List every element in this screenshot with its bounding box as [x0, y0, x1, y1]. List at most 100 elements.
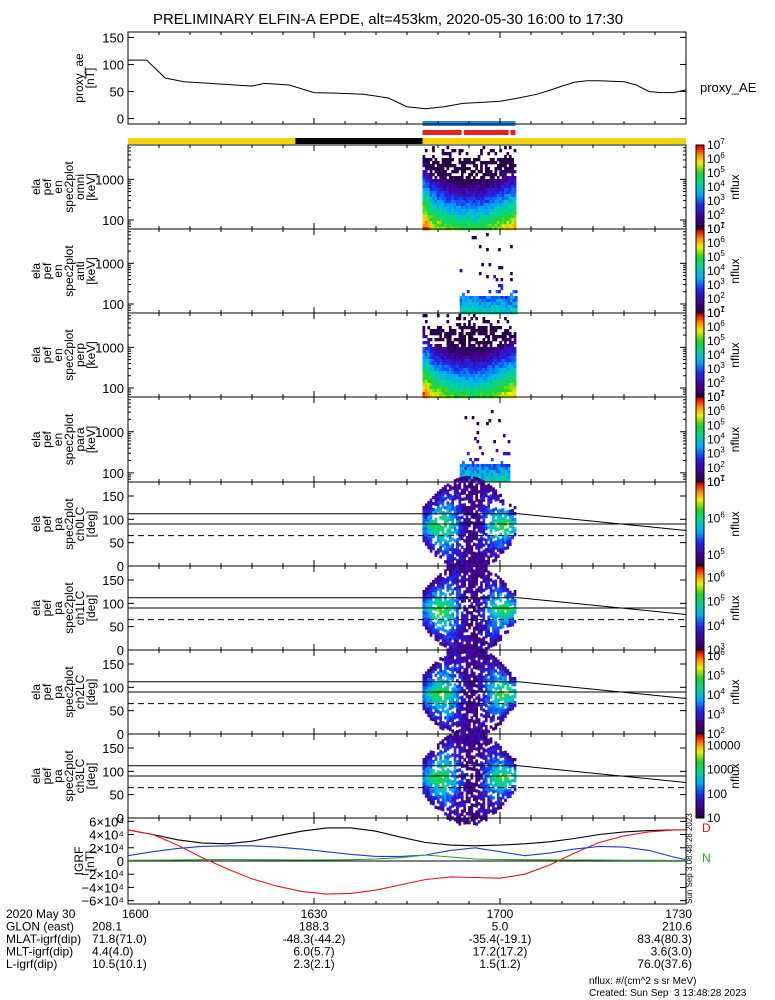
heatmap-cell — [451, 371, 454, 375]
heatmap-cell — [456, 221, 459, 225]
heatmap-cell — [463, 647, 466, 651]
heatmap-cell — [424, 191, 428, 195]
heatmap-cell — [504, 146, 507, 150]
heatmap-cell — [489, 623, 493, 627]
heatmap-cell — [484, 374, 488, 378]
heatmap-cell — [484, 655, 488, 660]
heatmap-cell — [432, 359, 435, 363]
heatmap-cell — [439, 525, 442, 529]
heatmap-cell — [422, 161, 426, 165]
heatmap-cell — [439, 627, 442, 631]
heatmap-cell — [514, 299, 518, 303]
heatmap-cell — [508, 365, 512, 369]
heatmap-cell — [470, 317, 474, 321]
heatmap-cell — [453, 344, 457, 348]
colorbar-tick-label: 107 — [707, 137, 725, 152]
heatmap-cell — [434, 673, 438, 677]
heatmap-cell — [429, 179, 433, 183]
heatmap-cell — [477, 499, 481, 503]
heatmap-cell — [458, 362, 462, 366]
heatmap-cell — [482, 519, 486, 523]
heatmap-cell — [446, 164, 450, 168]
heatmap-cell — [475, 543, 478, 547]
heatmap-cell — [506, 621, 510, 625]
heatmap-cell — [460, 335, 464, 339]
colorbar-cell — [696, 551, 704, 554]
heatmap-cell — [427, 353, 430, 357]
heatmap-cell — [484, 215, 488, 219]
heatmap-cell — [504, 615, 507, 619]
heatmap-cell — [451, 200, 454, 204]
heatmap-cell — [444, 212, 447, 216]
heatmap-cell — [429, 519, 433, 523]
heatmap-cell — [427, 506, 430, 511]
heatmap-cell — [506, 197, 510, 201]
heatmap-cell — [465, 182, 469, 186]
heatmap-cell — [422, 386, 426, 390]
heatmap-cell — [458, 648, 462, 652]
heatmap-cell — [472, 656, 476, 661]
heatmap-cell — [482, 362, 486, 366]
heatmap-cell — [468, 605, 471, 609]
y-axis-label: en — [51, 433, 65, 446]
heatmap-cell — [478, 446, 482, 450]
heatmap-cell — [427, 347, 430, 351]
heatmap-cell — [448, 487, 452, 492]
heatmap-cell — [463, 524, 466, 528]
heatmap-cell — [496, 527, 500, 531]
heatmap-cell — [453, 632, 457, 636]
heatmap-cell — [448, 484, 452, 489]
heatmap-cell — [422, 380, 426, 384]
heatmap-cell — [496, 158, 500, 162]
heatmap-cell — [480, 389, 483, 393]
heatmap-cell — [501, 580, 505, 584]
heatmap-cell — [501, 377, 505, 381]
colorbar-tick-label: 107 — [707, 474, 725, 489]
heatmap-cell — [422, 188, 426, 192]
heatmap-cell — [495, 464, 499, 468]
heatmap-cell — [446, 633, 450, 637]
heatmap-cell — [470, 485, 474, 489]
heatmap-cell — [453, 176, 457, 180]
heatmap-cell — [475, 371, 478, 375]
heatmap-cell — [446, 191, 450, 195]
heatmap-cell — [456, 661, 459, 665]
heatmap-cell — [439, 717, 442, 721]
heatmap-cell — [429, 221, 433, 225]
heatmap-cell — [446, 392, 450, 396]
heatmap-cell — [493, 275, 496, 279]
heatmap-cell — [460, 206, 464, 210]
heatmap-cell — [444, 665, 447, 669]
heatmap-cell — [460, 371, 464, 375]
heatmap-cell — [472, 737, 476, 742]
heatmap-cell — [484, 221, 488, 225]
heatmap-cell — [490, 308, 494, 312]
heatmap-cell — [448, 224, 452, 228]
heatmap-cell — [501, 619, 505, 623]
heatmap-cell — [492, 194, 495, 198]
heatmap-cell — [470, 362, 474, 366]
heatmap-cell — [470, 653, 474, 657]
heatmap-cell — [513, 374, 517, 378]
heatmap-cell — [460, 503, 464, 507]
heatmap-cell — [424, 320, 428, 324]
heatmap-cell — [427, 593, 430, 598]
heatmap-cell — [501, 371, 505, 375]
heatmap-cell — [434, 182, 438, 186]
heatmap-cell — [422, 314, 426, 318]
heatmap-cell — [472, 659, 476, 664]
heatmap-cell — [482, 338, 486, 342]
heatmap-cell — [439, 374, 442, 378]
colorbar-cell — [696, 390, 704, 394]
heatmap-cell — [480, 545, 483, 549]
heatmap-cell — [456, 529, 459, 533]
heatmap-cell — [475, 483, 478, 487]
heatmap-cell — [472, 194, 476, 198]
heatmap-cell — [482, 329, 486, 333]
heatmap-cell — [436, 389, 440, 393]
heatmap-cell — [441, 682, 445, 686]
heatmap-cell — [444, 485, 447, 489]
colorbar-cell — [696, 201, 704, 205]
heatmap-cell — [436, 524, 440, 528]
heatmap-cell — [470, 623, 474, 627]
